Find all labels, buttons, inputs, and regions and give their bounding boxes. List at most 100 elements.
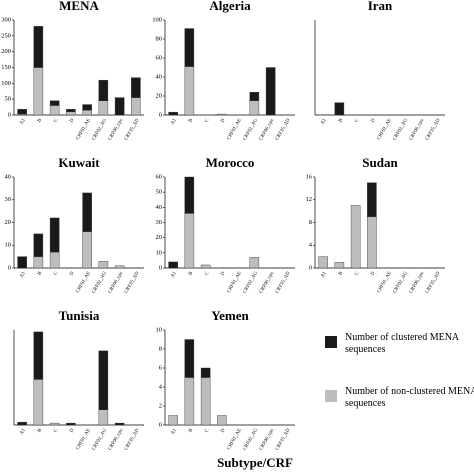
x-tick-label: CRF06_cpx: [409, 118, 426, 142]
bar: [131, 97, 141, 116]
legend-label: Number of clustered MENA sequences: [345, 332, 459, 355]
x-tick-label: B: [37, 428, 43, 434]
bar: [82, 110, 92, 116]
bar: [82, 104, 92, 111]
bar: [200, 264, 211, 269]
y-tick-label: 80: [156, 35, 163, 42]
bar: [33, 26, 44, 68]
x-tick-label: CRF01_AE: [227, 271, 243, 294]
bar: [249, 257, 260, 269]
bar: [249, 91, 260, 101]
x-tick-label: CRF35_AD: [425, 118, 442, 142]
x-tick-label: A1: [320, 118, 328, 126]
y-tick-label: 4: [159, 383, 163, 390]
bar: [217, 113, 227, 116]
x-tick-label: CRF35_AD: [275, 428, 292, 452]
bar: [49, 422, 60, 426]
x-tick-label: D: [69, 271, 75, 277]
x-tick-label: CRF06_cpx: [108, 428, 125, 452]
y-tick-label: 0: [159, 111, 162, 118]
x-tick-label: CRF35_AD: [124, 118, 141, 142]
x-tick-label: A1: [19, 428, 27, 436]
x-tick-label: A1: [170, 428, 178, 436]
bar: [17, 256, 27, 269]
bar: [82, 192, 92, 232]
bar: [114, 97, 125, 116]
bar: [98, 100, 109, 116]
x-tick-label: D: [220, 118, 226, 124]
x-tick-label: A1: [170, 271, 178, 279]
bar: [318, 256, 328, 269]
bar: [367, 182, 377, 218]
x-tick-label: CRF01_AE: [76, 271, 92, 294]
bar: [49, 251, 60, 269]
y-tick-label: 6: [159, 364, 163, 371]
y-tick-label: 4: [309, 242, 313, 249]
bar: [265, 67, 276, 116]
y-tick-label: 8: [309, 219, 312, 226]
panel-title: Morocco: [206, 155, 255, 170]
bar: [49, 100, 60, 106]
legend-label: Number of non-clustered MENA sequences: [345, 386, 474, 409]
x-tick-label: A1: [19, 118, 27, 126]
y-tick-label: 0: [8, 264, 11, 271]
bar: [334, 262, 345, 269]
x-tick-label: A1: [170, 118, 178, 126]
x-tick-label: C: [53, 118, 59, 124]
y-tick-label: 20: [156, 234, 163, 241]
y-tick-label: 50: [156, 189, 163, 196]
bar: [200, 377, 211, 426]
bar: [367, 216, 377, 269]
y-tick-label: 0: [159, 421, 162, 428]
bar: [33, 256, 44, 269]
bar: [33, 379, 44, 426]
y-tick-label: 12: [306, 196, 313, 203]
x-tick-label: CRF06_cpx: [259, 428, 276, 452]
y-tick-label: 8: [159, 345, 162, 352]
bar: [114, 265, 125, 269]
bar: [98, 409, 109, 426]
x-tick-label: CRF02_AG: [243, 118, 260, 142]
x-tick-label: CRF02_AG: [92, 428, 109, 452]
x-tick-label: B: [37, 118, 43, 124]
legend-swatch: [325, 336, 337, 348]
y-tick-label: 40: [5, 173, 12, 180]
panel-title: Tunisia: [59, 308, 100, 323]
bar: [82, 231, 92, 269]
panel-title: Sudan: [362, 155, 398, 170]
x-tick-label: CRF35_AD: [124, 271, 141, 295]
y-tick-label: 50: [5, 96, 12, 103]
bar: [350, 205, 361, 269]
y-tick-label: 30: [156, 219, 163, 226]
y-tick-label: 300: [1, 16, 11, 23]
y-tick-label: 60: [156, 173, 163, 180]
y-tick-label: 10: [5, 242, 12, 249]
bar: [33, 331, 44, 380]
x-tick-label: D: [220, 271, 226, 277]
x-tick-label: CRF35_AD: [124, 428, 141, 452]
x-tick-label: CRF35_AD: [275, 118, 292, 142]
bar: [66, 109, 76, 113]
bar: [114, 422, 125, 426]
bar: [131, 77, 141, 98]
x-tick-label: D: [69, 428, 75, 434]
bar: [98, 350, 109, 410]
bar: [49, 105, 60, 116]
x-tick-label: A1: [19, 271, 27, 279]
x-tick-label: D: [370, 118, 376, 124]
bar: [17, 421, 27, 426]
x-tick-label: C: [53, 428, 59, 434]
bar: [168, 261, 178, 269]
bar: [33, 233, 44, 257]
y-tick-label: 100: [152, 16, 162, 23]
x-tick-label: CRF06_cpx: [108, 271, 125, 295]
bar: [184, 66, 195, 116]
x-tick-label: CRF02_AG: [92, 271, 109, 295]
x-tick-label: CRF06_cpx: [409, 271, 426, 295]
bar: [184, 28, 195, 67]
x-tick-label: CRF01_AE: [377, 271, 393, 294]
y-tick-label: 0: [159, 264, 162, 271]
bar: [168, 111, 178, 116]
x-tick-label: C: [204, 118, 210, 124]
panel-title: Yemen: [211, 308, 249, 323]
